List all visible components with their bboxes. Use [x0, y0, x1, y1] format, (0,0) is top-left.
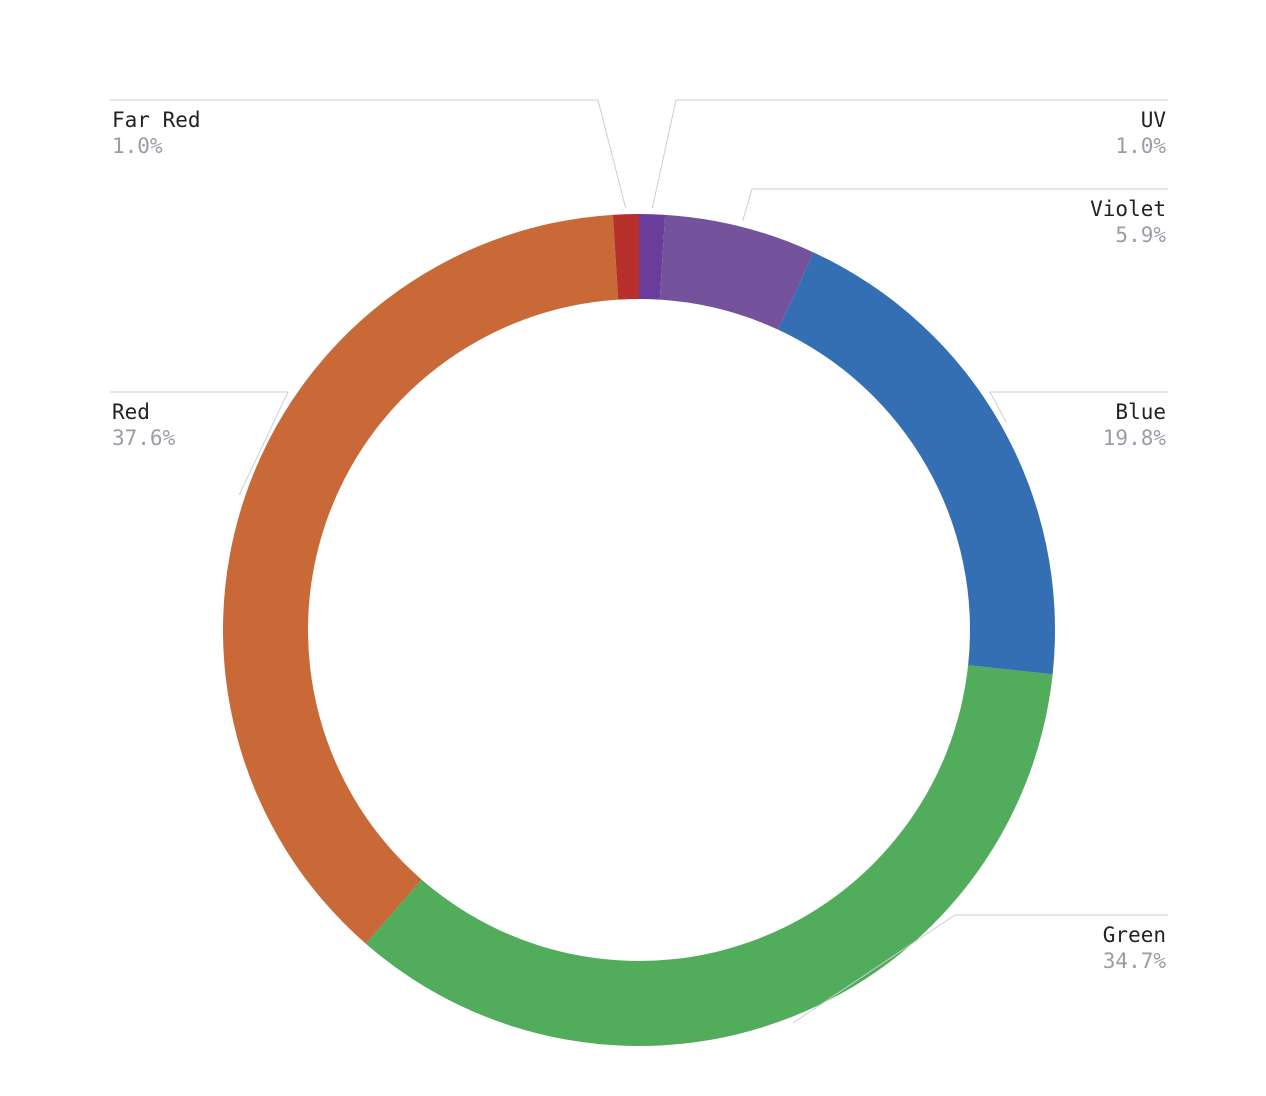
leader-blue: [989, 391, 1168, 423]
label-far-red-value: 1.0%: [112, 134, 163, 158]
label-uv-value: 1.0%: [1115, 134, 1166, 158]
label-violet-name: Violet: [1090, 197, 1166, 221]
label-green-value: 34.7%: [1103, 949, 1167, 973]
leader-far-red: [110, 99, 627, 209]
label-green-name: Green: [1103, 923, 1166, 947]
slice-far-red: [612, 214, 639, 300]
label-violet-value: 5.9%: [1115, 223, 1166, 247]
leader-lines: [110, 99, 1168, 1024]
label-red-name: Red: [112, 400, 150, 424]
slice-red: [222, 214, 619, 944]
label-red-value: 37.6%: [112, 426, 176, 450]
slice-violet: [659, 214, 814, 330]
label-blue-value: 19.8%: [1103, 426, 1167, 450]
leader-violet: [742, 188, 1168, 222]
slice-blue: [778, 252, 1056, 675]
slice-labels: UV 1.0% Violet 5.9% Blue 19.8% Green 34.…: [112, 108, 1166, 973]
label-far-red-name: Far Red: [112, 108, 201, 132]
label-uv-name: UV: [1141, 108, 1167, 132]
slice-uv: [639, 214, 666, 300]
leader-uv: [651, 99, 1168, 209]
label-blue-name: Blue: [1115, 400, 1166, 424]
leader-red: [110, 391, 289, 495]
donut-slices: [222, 214, 1056, 1046]
leader-green: [792, 914, 1168, 1024]
slice-green: [365, 665, 1053, 1046]
